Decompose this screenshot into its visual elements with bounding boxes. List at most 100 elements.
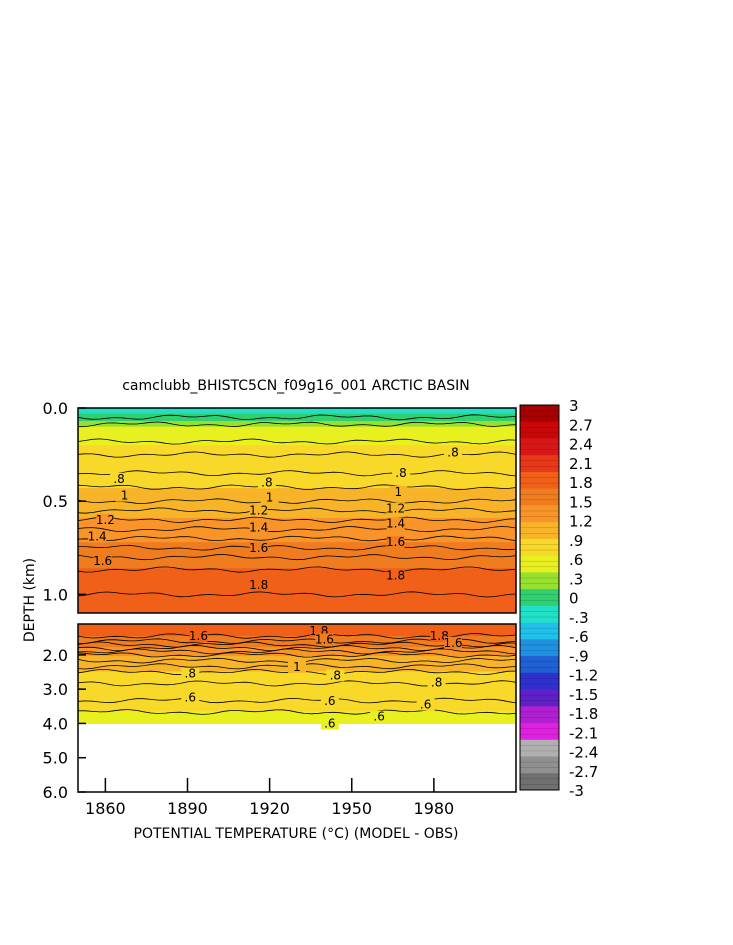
lower-band — [78, 694, 516, 697]
upper-band — [78, 540, 516, 543]
contour-label: .6 — [373, 710, 384, 724]
upper-band — [78, 579, 516, 582]
upper-band — [78, 583, 516, 586]
upper-contour-line — [78, 516, 516, 523]
lower-band — [78, 706, 516, 709]
contour-label: .8 — [113, 472, 124, 486]
contour-label-bg — [444, 446, 463, 459]
upper-band — [78, 573, 516, 577]
contour-label: 1.8 — [386, 569, 405, 583]
upper-band — [78, 572, 516, 575]
upper-band — [78, 447, 516, 450]
upper-band — [78, 450, 516, 454]
upper-band — [78, 432, 516, 435]
contour-label-bg — [257, 476, 276, 489]
upper-band — [78, 555, 516, 558]
lower-band — [78, 700, 516, 702]
colorbar-swatch — [520, 689, 559, 707]
upper-band — [78, 549, 516, 553]
upper-band — [78, 588, 516, 592]
upper-contour-line — [78, 438, 516, 445]
upper-contour-line — [78, 526, 516, 533]
upper-band — [78, 605, 516, 609]
contour-label: 1 — [394, 485, 402, 499]
lower-contour-line — [78, 709, 516, 715]
upper-band — [78, 525, 516, 528]
upper-band — [78, 476, 516, 480]
upper-band — [78, 408, 516, 411]
colorbar-label: .9 — [569, 532, 583, 550]
colorbar-label: -.9 — [569, 647, 589, 665]
lower-band — [78, 651, 516, 654]
colorbar-swatch — [520, 706, 559, 724]
lower-band — [78, 707, 516, 710]
lower-band — [78, 674, 516, 677]
lower-band — [78, 715, 516, 718]
upper-contour-line — [78, 470, 516, 477]
lower-band — [78, 653, 516, 656]
contour-label: 1.2 — [249, 504, 268, 518]
upper-panel-frame — [77, 407, 517, 614]
colorbar-label: 2.4 — [569, 436, 593, 454]
contour-label-bg — [96, 513, 115, 526]
contour-label: .8 — [431, 675, 442, 689]
lower-band — [78, 654, 516, 657]
colorbar: 32.72.42.11.81.51.2.9.6.30-.3-.6-.9-1.2-… — [519, 397, 598, 800]
lower-band — [78, 678, 516, 680]
x-tick-label: 1860 — [85, 799, 126, 818]
upper-band — [78, 491, 516, 495]
contour-label-bg — [392, 467, 411, 480]
lower-band — [78, 692, 516, 695]
y-tick-label: 4.0 — [43, 714, 68, 733]
lower-band — [78, 628, 516, 631]
colorbar-swatch — [520, 421, 559, 439]
upper-band — [78, 469, 516, 472]
upper-band — [78, 426, 516, 430]
lower-band — [78, 629, 516, 632]
contour-label: 1.6 — [386, 535, 405, 549]
upper-band — [78, 557, 516, 560]
colorbar-swatch — [520, 756, 559, 774]
colorbar-label: -.3 — [569, 609, 589, 627]
y-tick-label: 0.0 — [43, 399, 68, 418]
lower-band — [78, 680, 516, 683]
contour-label-bg — [110, 472, 129, 485]
contour-label-bg — [427, 676, 446, 689]
contour-label-bg — [320, 717, 339, 730]
contour-label: 1.6 — [93, 554, 112, 568]
upper-band — [78, 598, 516, 601]
upper-band — [78, 506, 516, 510]
colorbar-swatch — [520, 505, 559, 523]
contour-label: 1.6 — [249, 541, 268, 555]
upper-band — [78, 437, 516, 441]
contour-label: .8 — [447, 446, 458, 460]
upper-band — [78, 611, 516, 613]
contour-label-bg — [386, 569, 405, 582]
lower-band — [78, 679, 516, 681]
upper-band — [78, 534, 516, 538]
contour-label-bg — [386, 517, 405, 530]
upper-band — [78, 531, 516, 534]
lower-band — [78, 675, 516, 678]
colorbar-swatch — [520, 471, 559, 490]
upper-band — [78, 517, 516, 521]
upper-band — [78, 501, 516, 504]
y-tick-label: 2.0 — [43, 646, 68, 665]
lower-band — [78, 631, 516, 634]
colorbar-label: -1.5 — [569, 686, 598, 704]
upper-band — [78, 586, 516, 590]
lower-band — [78, 720, 516, 722]
upper-band — [78, 478, 516, 482]
upper-band — [78, 419, 516, 422]
colorbar-label: 1.5 — [569, 493, 593, 511]
upper-band — [78, 504, 516, 508]
contour-label-bg — [389, 485, 408, 498]
colorbar-label: .6 — [569, 551, 583, 569]
lower-band — [78, 686, 516, 689]
contour-label: 1.2 — [96, 513, 115, 527]
contour-label-bg — [260, 491, 279, 504]
upper-band — [78, 411, 516, 415]
colorbar-swatch — [520, 522, 559, 540]
upper-band — [78, 577, 516, 581]
upper-band — [78, 480, 516, 484]
